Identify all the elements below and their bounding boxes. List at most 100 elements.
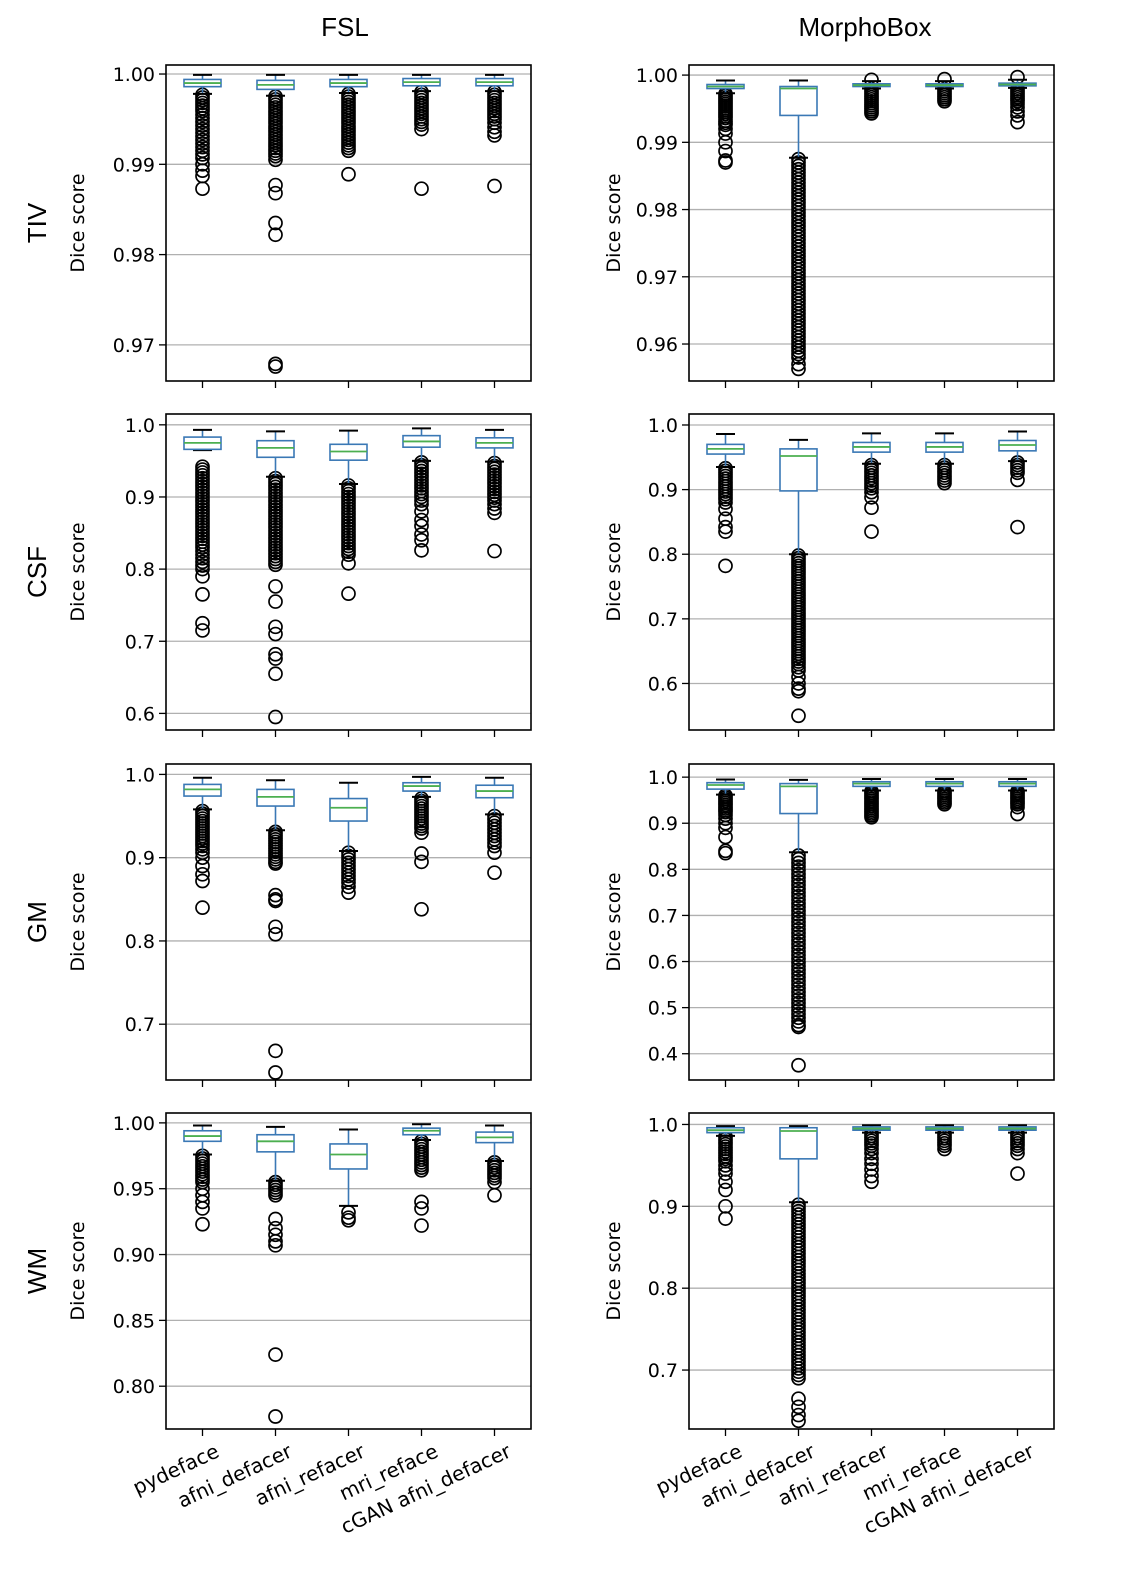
outlier-point (791, 969, 806, 985)
outlier-point (791, 1413, 806, 1429)
outlier-point (487, 496, 502, 512)
outlier-point (414, 532, 429, 548)
y-tick-label: 0.98 (636, 200, 678, 222)
outlier-point (268, 1211, 283, 1227)
panel-gm-morphobox: 0.4 0.5 0.6 0.7 0.8 0.9 1.0 Dice score (603, 763, 1055, 1087)
outlier-point (864, 809, 879, 825)
outlier-point (791, 881, 806, 897)
outlier-point (864, 106, 879, 121)
outlier-point (341, 875, 356, 891)
box-mri-reface (402, 1123, 441, 1233)
outlier-point (791, 995, 806, 1011)
box-afni-defacer (779, 438, 818, 724)
outlier-point (791, 1391, 806, 1407)
iqr-box (256, 1133, 295, 1153)
box-mri-reface (925, 432, 964, 491)
outlier-point (864, 500, 879, 516)
outlier-point (937, 1141, 952, 1157)
outlier-point (268, 227, 283, 243)
outlier-point (268, 887, 283, 903)
outlier-point (414, 117, 429, 132)
box-mri-reface (925, 71, 964, 109)
outlier-point (268, 919, 283, 935)
y-tick-label: 0.9 (648, 813, 678, 835)
outlier-point (718, 811, 733, 826)
outlier-point (487, 178, 502, 194)
outlier-point (487, 543, 502, 559)
outlier-point (791, 977, 806, 992)
outlier-point (414, 512, 429, 528)
y-axis-label: Dice score (67, 1221, 89, 1320)
outlier-point (268, 893, 283, 909)
outlier-point (341, 1212, 356, 1228)
y-tick-label: 0.6 (125, 703, 155, 725)
outlier-point (791, 1019, 806, 1035)
box-pydeface (706, 433, 745, 574)
box-afni-refacer (329, 73, 368, 182)
y-tick-label: 0.8 (648, 859, 678, 881)
outlier-point (195, 163, 210, 178)
iqr-box (779, 85, 818, 117)
box-cgan-afni-defacer (475, 776, 514, 881)
outlier-point (791, 361, 806, 377)
outlier-point (791, 866, 806, 882)
box-afni-refacer (852, 432, 891, 539)
outlier-point (487, 838, 502, 854)
outlier-point (268, 579, 283, 594)
outlier-point (718, 1182, 733, 1198)
outlier-point (1010, 114, 1025, 130)
box-afni-defacer (779, 79, 818, 377)
outlier-point (487, 1170, 502, 1186)
outlier-point (791, 991, 806, 1007)
outlier-point (791, 892, 806, 908)
box-afni-refacer (852, 72, 891, 121)
box-afni-refacer (329, 1128, 368, 1228)
outlier-point (195, 858, 210, 874)
row-title-gm: GM (22, 901, 52, 943)
y-tick-label: 1.0 (125, 415, 155, 437)
outlier-point (718, 143, 733, 159)
outlier-point (791, 962, 806, 978)
box-afni-defacer (256, 779, 295, 1080)
outlier-point (487, 505, 502, 521)
outlier-point (195, 1194, 210, 1210)
outlier-point (195, 550, 210, 566)
outlier-point (268, 148, 283, 164)
outlier-point (1010, 799, 1025, 815)
outlier-point (268, 215, 283, 231)
outlier-point (414, 543, 429, 558)
outlier-point (718, 501, 733, 517)
y-axis-label: Dice score (603, 173, 625, 272)
box-pydeface (183, 428, 222, 638)
outlier-point (718, 155, 733, 170)
outlier-point (791, 1407, 806, 1423)
outlier-point (864, 1174, 879, 1190)
y-tick-label: 0.95 (113, 1179, 155, 1201)
y-tick-label: 0.80 (113, 1376, 155, 1398)
panel-tiv-morphobox: 0.96 0.97 0.98 0.99 1.00 Dice score (603, 64, 1055, 388)
y-tick-label: 0.4 (648, 1044, 678, 1066)
y-tick-label: 0.8 (648, 1278, 678, 1300)
outlier-point (791, 907, 806, 922)
outlier-point (487, 128, 502, 143)
outlier-point (195, 561, 210, 577)
outlier-point (414, 504, 429, 519)
outlier-point (718, 519, 733, 535)
y-tick-label: 1.0 (648, 415, 678, 437)
outlier-point (195, 558, 210, 573)
outlier-point (791, 899, 806, 915)
outlier-point (1010, 519, 1025, 535)
outlier-point (791, 940, 806, 956)
outlier-point (791, 683, 806, 699)
outlier-point (718, 1166, 733, 1181)
y-tick-label: 0.5 (648, 998, 678, 1020)
y-tick-label: 0.7 (648, 1360, 678, 1382)
y-tick-label: 1.0 (125, 764, 155, 786)
outlier-point (718, 820, 733, 836)
outlier-point (791, 966, 806, 981)
row-title-wm: WM (22, 1248, 52, 1294)
outlier-point (341, 143, 356, 159)
outlier-point (487, 501, 502, 516)
